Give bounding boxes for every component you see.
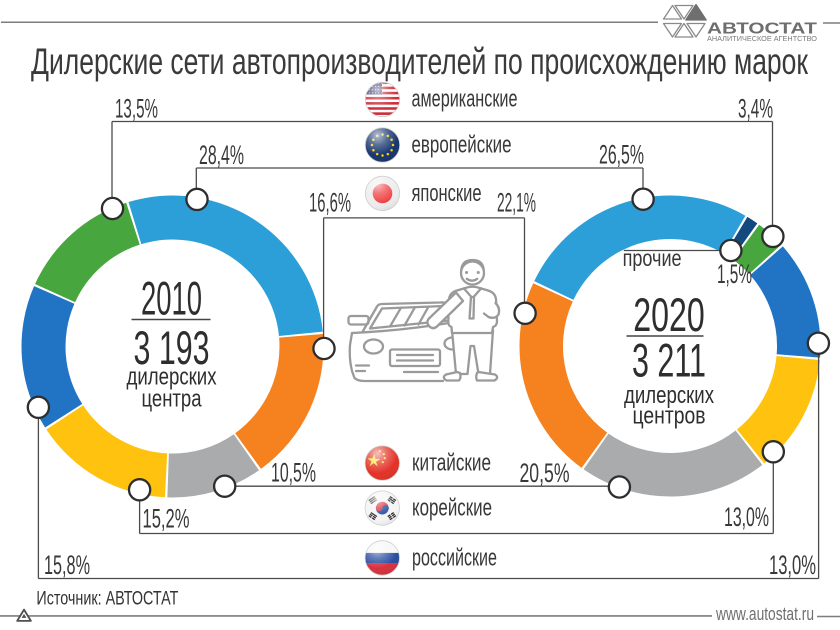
svg-text:2010: 2010 (141, 272, 202, 325)
svg-text:3 211: 3 211 (632, 334, 706, 387)
svg-text:российские: российские (412, 545, 497, 572)
svg-text:10,5%: 10,5% (271, 458, 316, 488)
svg-text:корейские: корейские (412, 495, 492, 522)
svg-text:японские: японские (412, 180, 482, 207)
svg-text:1,5%: 1,5% (717, 259, 752, 289)
svg-text:13,0%: 13,0% (724, 502, 769, 532)
svg-text:центра: центра (142, 386, 203, 413)
svg-text:3,4%: 3,4% (738, 94, 773, 124)
svg-text:15,2%: 15,2% (143, 504, 190, 534)
svg-text:центров: центров (633, 403, 706, 430)
svg-text:28,4%: 28,4% (199, 140, 244, 170)
svg-text:прочие: прочие (623, 245, 682, 271)
svg-text:16,6%: 16,6% (309, 188, 351, 218)
svg-text:13,0%: 13,0% (769, 550, 816, 580)
svg-text:20,5%: 20,5% (520, 458, 570, 488)
svg-text:Источник: АВТОСТАТ: Источник: АВТОСТАТ (36, 588, 178, 610)
svg-text:американские: американские (412, 86, 518, 113)
svg-text:13,5%: 13,5% (115, 94, 158, 124)
svg-text:дилерских: дилерских (127, 364, 217, 391)
svg-text:европейские: европейские (412, 132, 512, 159)
svg-text:дилерских: дилерских (624, 382, 714, 409)
svg-text:Дилерские сети автопроизводите: Дилерские сети автопроизводителей по про… (31, 41, 809, 82)
svg-text:3 193: 3 193 (134, 321, 210, 374)
svg-text:15,8%: 15,8% (44, 550, 90, 580)
svg-text:22,1%: 22,1% (497, 188, 536, 218)
svg-text:АНАЛИТИЧЕСКОЕ АГЕНТСТВО: АНАЛИТИЧЕСКОЕ АГЕНТСТВО (707, 34, 817, 43)
svg-text:АВТОСТАТ: АВТОСТАТ (707, 21, 817, 38)
svg-text:китайские: китайские (412, 450, 491, 477)
svg-text:2020: 2020 (633, 288, 705, 341)
svg-text:www.autostat.ru: www.autostat.ru (715, 604, 814, 624)
svg-text:26,5%: 26,5% (599, 140, 644, 170)
